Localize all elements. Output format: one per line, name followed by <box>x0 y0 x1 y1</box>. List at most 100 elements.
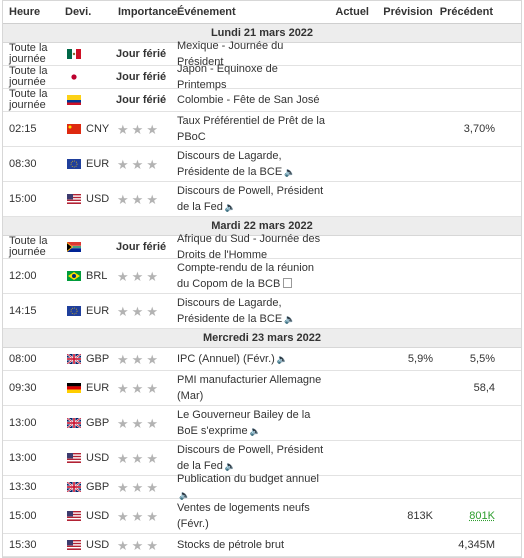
event-name[interactable]: Taux Préférentiel de Prêt de la PBoC <box>175 113 329 145</box>
star-icon: ★ <box>131 415 144 431</box>
table-row[interactable]: 08:30 EUR ★ ★ ★ Discours de Lagarde, Présiden… <box>3 147 521 182</box>
star-icon: ★ <box>117 191 129 207</box>
star-icon: ★ <box>146 380 158 396</box>
table-row[interactable]: 13:30 GBP ★ ★ ★ Publication du budget annuel🔈 <box>3 473 521 500</box>
star-icon: ★ <box>117 156 129 172</box>
header-time[interactable]: Heure <box>9 6 41 18</box>
star-icon: ★ <box>131 450 144 466</box>
forecast-value: 813K <box>407 510 433 522</box>
star-icon: ★ <box>117 303 129 319</box>
table-row[interactable]: 02:15 CNY ★ ★ ★ Taux Préférentiel de Prêt de … <box>3 112 521 147</box>
speaker-icon: 🔈 <box>179 490 191 500</box>
table-row[interactable]: 13:00 GBP ★ ★ ★ Le Gouverneur Bailey de la Bo… <box>3 406 521 441</box>
previous-cell: 3,70% <box>435 123 523 135</box>
currency-code: EUR <box>86 382 110 394</box>
event-title[interactable]: Ventes de logements neufs (Févr.) <box>177 502 310 530</box>
event-name[interactable]: Ventes de logements neufs (Févr.) <box>175 500 329 532</box>
event-name[interactable]: PMI manufacturier Allemagne (Mar) <box>175 372 329 404</box>
event-title[interactable]: Discours de Lagarde, Présidente de la BC… <box>177 297 283 325</box>
table-row[interactable]: 15:30 USD ★ ★ ★ Stocks de pétrole brut 4,345M <box>3 534 521 557</box>
importance-stars: ★ ★ ★ <box>105 481 175 494</box>
star-icon: ★ <box>146 156 158 172</box>
table-row[interactable]: Toute la journée Jour férié Japon - Equino… <box>3 63 521 91</box>
previous-value: 4,345M <box>458 539 495 551</box>
importance-stars: ★ ★ ★ <box>105 193 175 206</box>
event-name[interactable]: IPC (Annuel) (Févr.) 🔈 <box>175 351 329 367</box>
event-name[interactable]: Compte-rendu de la réunion du Copom de l… <box>175 260 329 292</box>
currency-code: USD <box>86 510 110 522</box>
table-row[interactable]: 14:15 EUR ★ ★ ★ Discours de Lagarde, Présiden… <box>3 294 521 329</box>
event-name[interactable]: Discours de Lagarde, Présidente de la BC… <box>175 295 329 327</box>
previous-cell: 58,4 <box>435 382 523 394</box>
flag-mexico-icon <box>67 49 81 59</box>
event-name[interactable]: Le Gouverneur Bailey de la BoE s'exprime… <box>175 407 329 439</box>
table-row[interactable]: 15:00 USD ★ ★ ★ Discours de Powell, Président… <box>3 182 521 217</box>
star-icon: ★ <box>146 351 158 367</box>
flag-usa-icon <box>67 194 81 204</box>
table-body: Lundi 21 mars 2022 Toute la journée Jour f… <box>3 24 521 557</box>
event-name[interactable]: Afrique du Sud - Journée des Droits de l… <box>175 231 329 263</box>
event-title[interactable]: Publication du budget annuel <box>177 473 319 485</box>
event-time: 08:00 <box>9 352 37 365</box>
previous-value: 3,70% <box>463 123 495 135</box>
flag-usa-icon <box>67 540 81 550</box>
header-actual[interactable]: Actuel <box>335 6 369 18</box>
table-row[interactable]: 08:00 GBP ★ ★ ★ IPC (Annuel) (Févr.) 🔈 5,9% 5,5% <box>3 348 521 371</box>
star-icon: ★ <box>117 415 129 431</box>
event-time: 09:30 <box>9 381 37 394</box>
event-time: 13:00 <box>9 416 37 429</box>
event-title[interactable]: PMI manufacturier Allemagne (Mar) <box>177 374 322 402</box>
star-icon: ★ <box>146 303 158 319</box>
table-row[interactable]: Toute la journée Jour férié Colombie - Fêt… <box>3 89 521 112</box>
flag-uk-icon <box>67 354 81 364</box>
event-title[interactable]: Afrique du Sud - Journée des Droits de l… <box>177 233 321 261</box>
event-title[interactable]: Compte-rendu de la réunion du Copom de l… <box>177 262 314 290</box>
event-name[interactable]: Mexique - Journée du Président <box>175 38 329 70</box>
table-row[interactable]: 09:30 EUR ★ ★ ★ PMI manufacturier Allemagne (… <box>3 371 521 406</box>
importance-stars: ★ ★ ★ <box>105 305 175 318</box>
event-title[interactable]: Le Gouverneur Bailey de la BoE s'exprime <box>177 409 311 437</box>
event-title[interactable]: Discours de Powell, Président de la Fed <box>177 444 324 472</box>
table-row[interactable]: Toute la journée Jour férié Afrique du Sud… <box>3 233 521 261</box>
star-icon: ★ <box>131 380 144 396</box>
event-title[interactable]: Discours de Lagarde, Présidente de la BC… <box>177 150 283 178</box>
star-icon: ★ <box>117 537 129 553</box>
event-title[interactable]: Colombie - Fête de San José <box>177 94 320 106</box>
speaker-icon: 🔈 <box>276 354 289 364</box>
table-row[interactable]: 15:00 USD ★ ★ ★ Ventes de logements neufs (Fé… <box>3 499 521 534</box>
table-row[interactable]: 13:00 USD ★ ★ ★ Discours de Powell, Président… <box>3 441 521 476</box>
header-importance[interactable]: Importance <box>118 6 178 18</box>
event-title[interactable]: Discours de Powell, Président de la Fed <box>177 185 324 213</box>
event-time: Toute la journée <box>9 42 48 65</box>
importance-stars: ★ ★ ★ <box>105 353 175 366</box>
event-time: 15:00 <box>9 509 37 522</box>
event-title[interactable]: Stocks de pétrole brut <box>177 539 285 551</box>
event-name[interactable]: Discours de Lagarde, Présidente de la BC… <box>175 148 329 180</box>
star-icon: ★ <box>131 191 144 207</box>
table-row[interactable]: 12:00 BRL ★ ★ ★ Compte-rendu de la réunion du… <box>3 259 521 294</box>
table-row[interactable]: Toute la journée Jour férié Mexique - Jour… <box>3 40 521 68</box>
event-name[interactable]: Stocks de pétrole brut <box>175 537 329 553</box>
event-title[interactable]: Japon - Equinoxe de Printemps <box>177 63 278 91</box>
event-name[interactable]: Discours de Powell, Président de la Fed 🔈 <box>175 442 329 474</box>
header-previous[interactable]: Précédent <box>439 6 493 18</box>
event-title[interactable]: Mexique - Journée du Président <box>177 40 284 68</box>
currency-code: GBP <box>86 417 110 429</box>
header-event[interactable]: Événement <box>177 6 236 18</box>
event-name[interactable]: Japon - Equinoxe de Printemps <box>175 61 329 93</box>
header-forecast[interactable]: Prévision <box>383 6 433 18</box>
event-name[interactable]: Discours de Powell, Président de la Fed 🔈 <box>175 183 329 215</box>
flag-uk-icon <box>67 418 81 428</box>
speaker-icon: 🔈 <box>249 426 261 436</box>
event-name[interactable]: Publication du budget annuel 🔈 <box>175 471 329 503</box>
day-header: Mardi 22 mars 2022 <box>3 217 521 236</box>
event-title[interactable]: IPC (Annuel) (Févr.) <box>177 353 275 365</box>
star-icon: ★ <box>131 479 144 495</box>
flag-germany-icon <box>67 383 81 393</box>
previous-value: 5,5% <box>469 353 495 365</box>
holiday-label: Jour férié <box>116 48 167 60</box>
event-name[interactable]: Colombie - Fête de San José <box>175 92 329 108</box>
event-title[interactable]: Taux Préférentiel de Prêt de la PBoC <box>177 115 325 143</box>
flag-uk-icon <box>67 482 81 492</box>
header-currency[interactable]: Devi. <box>65 6 92 18</box>
